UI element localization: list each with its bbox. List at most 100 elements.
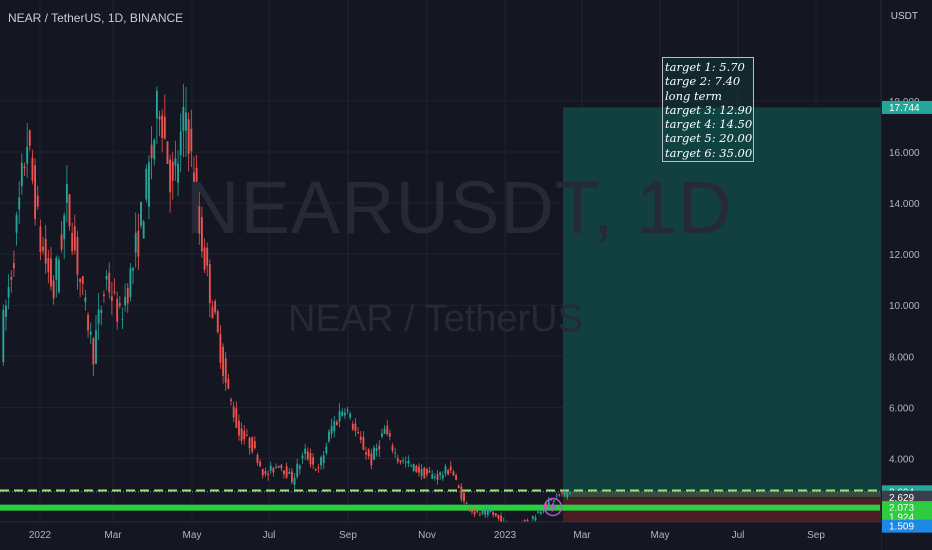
candle-body [531, 515, 534, 519]
candle-body [97, 309, 100, 324]
candle-body [155, 90, 158, 119]
candle-body [10, 276, 13, 280]
candle-body [129, 268, 132, 298]
candle-body [296, 463, 299, 477]
candle-body [73, 226, 76, 251]
currency-label[interactable]: USDT [890, 11, 918, 22]
x-tick-label: 2022 [29, 530, 52, 541]
candle-body [547, 499, 550, 508]
candle-body [158, 116, 161, 120]
candle-body [20, 162, 23, 187]
candle-body [338, 411, 341, 422]
candle-body [100, 309, 103, 313]
candle-body [357, 432, 360, 434]
candle-body [124, 296, 127, 306]
candle-body [31, 157, 34, 181]
candle-body [179, 131, 182, 156]
candle-body [110, 296, 113, 301]
candle-body [351, 423, 354, 430]
targets-annotation[interactable]: target 1: 5.70 targe 2: 7.40 long term t… [662, 57, 754, 163]
candle-body [208, 264, 211, 304]
candle-body [166, 141, 169, 165]
symbol-watermark: NEARUSDT, 1D [186, 166, 733, 249]
candle-body [489, 510, 492, 513]
candle-body [455, 475, 457, 480]
candle-body [304, 448, 307, 454]
candle-body [243, 431, 246, 440]
candle-body [187, 119, 190, 154]
price-tag-label: 2.073 [889, 503, 914, 514]
candle-body [174, 158, 177, 166]
candle-body [431, 474, 434, 479]
candle-body [447, 469, 450, 475]
candle-body [15, 215, 18, 233]
candle-body [113, 291, 116, 293]
candle-body [169, 159, 172, 193]
entry-band [563, 491, 881, 498]
candle-body [484, 509, 487, 515]
candle-body [65, 184, 68, 203]
candle-body [404, 461, 407, 463]
x-tick-label: Jul [732, 530, 745, 541]
candle-body [28, 130, 31, 146]
candle-body [433, 476, 436, 478]
candle-body [486, 509, 489, 516]
candle-body [148, 162, 150, 207]
annotation-line: target 6: 35.00 [665, 145, 753, 160]
candle-body [272, 467, 275, 473]
candle-body [526, 520, 529, 523]
candle-body [71, 233, 74, 252]
candle-body [375, 448, 378, 452]
candle-body [333, 421, 336, 432]
candle-body [473, 511, 476, 515]
candle-body [465, 503, 468, 505]
candle-body [245, 434, 248, 436]
candle-body [452, 471, 455, 476]
candle-body [240, 428, 243, 441]
x-tick-label: Nov [418, 530, 436, 541]
time-axis-bg [0, 522, 881, 550]
candle-body [481, 510, 484, 514]
candle-body [126, 288, 129, 304]
y-tick-label: 10.000 [889, 301, 920, 312]
candle-body [354, 423, 357, 431]
candle-body [193, 172, 195, 195]
candle-body [283, 470, 285, 475]
candle-body [203, 247, 206, 270]
candle-body [267, 473, 270, 476]
candle-body [105, 275, 108, 280]
candle-body [79, 278, 82, 282]
candle-body [343, 412, 346, 416]
candle-body [230, 399, 232, 402]
candle-body [478, 514, 481, 516]
candle-body [200, 217, 203, 252]
candle-body [412, 464, 415, 472]
candle-body [330, 425, 333, 434]
alert-lightning-icon[interactable] [543, 497, 563, 517]
candle-body [116, 298, 119, 322]
candle-body [444, 466, 447, 474]
candle-body [550, 499, 553, 501]
candle-body [269, 465, 272, 471]
x-tick-label: Mar [573, 530, 591, 541]
candle-body [301, 455, 304, 459]
symbol-header[interactable]: NEAR / TetherUS, 1D, BINANCE [8, 11, 184, 25]
candle-body [568, 492, 571, 494]
candle-body [36, 195, 39, 207]
candle-body [410, 464, 412, 466]
candle-body [150, 144, 153, 158]
candle-body [140, 202, 142, 226]
candle-body [402, 460, 405, 462]
candle-body [76, 237, 79, 275]
candle-body [306, 451, 309, 460]
candle-body [57, 259, 60, 293]
candle-body [219, 333, 222, 363]
candle-body [2, 309, 5, 362]
candle-body [26, 146, 29, 164]
candle-body [161, 115, 164, 138]
candle-body [87, 314, 89, 331]
candle-body [328, 431, 330, 442]
candle-body [418, 466, 420, 473]
